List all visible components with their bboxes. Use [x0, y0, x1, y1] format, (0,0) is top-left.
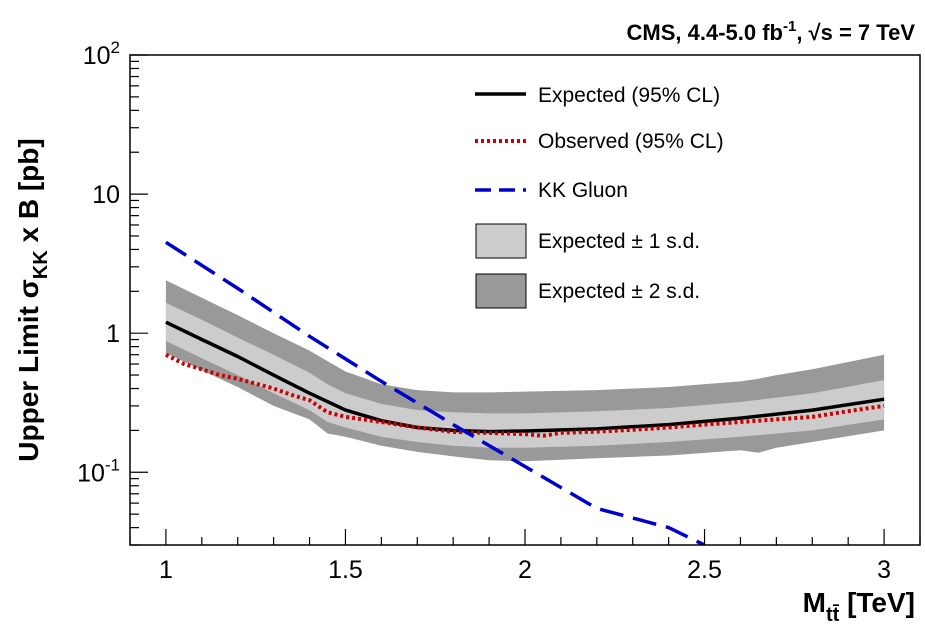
legend: Expected (95% CL) Observed (95% CL) KK G… — [475, 84, 724, 309]
y-tick-label: 10 — [92, 181, 120, 209]
y-tick-label: 1 — [106, 320, 120, 348]
x-tick-label: 1.5 — [328, 556, 363, 584]
x-tick-label: 1 — [159, 556, 173, 584]
x-axis-label: Mtt̄ [TeV] — [803, 587, 915, 626]
kk-gluon-line — [164, 240, 706, 545]
plot-area: 1 1.5 2 2.5 3 10-1 1 10 102 — [77, 38, 921, 584]
y-tick-label: 102 — [83, 38, 120, 70]
legend-label-2sd: Expected ± 2 s.d. — [538, 280, 700, 303]
x-tick-label: 2 — [518, 556, 532, 584]
legend-label-kk-gluon: KK Gluon — [538, 179, 628, 202]
y-axis-label: Upper Limit σKK x B [pb] — [13, 138, 52, 461]
legend-label-1sd: Expected ± 1 s.d. — [538, 230, 700, 253]
chart-title: CMS, 4.4-5.0 fb-1, √s = 7 TeV — [627, 18, 916, 45]
series-lines — [164, 240, 885, 545]
legend-label-observed: Observed (95% CL) — [538, 130, 724, 153]
observed-line — [164, 352, 885, 438]
legend-key-1sd — [475, 223, 527, 259]
axis-ticks: 1 1.5 2 2.5 3 10-1 1 10 102 — [77, 38, 921, 584]
expected-line — [165, 320, 885, 434]
x-tick-label: 2.5 — [687, 556, 722, 584]
x-tick-label: 3 — [877, 556, 891, 584]
legend-label-expected: Expected (95% CL) — [538, 84, 720, 107]
y-tick-label: 10-1 — [77, 455, 120, 487]
legend-key-2sd — [475, 273, 527, 309]
